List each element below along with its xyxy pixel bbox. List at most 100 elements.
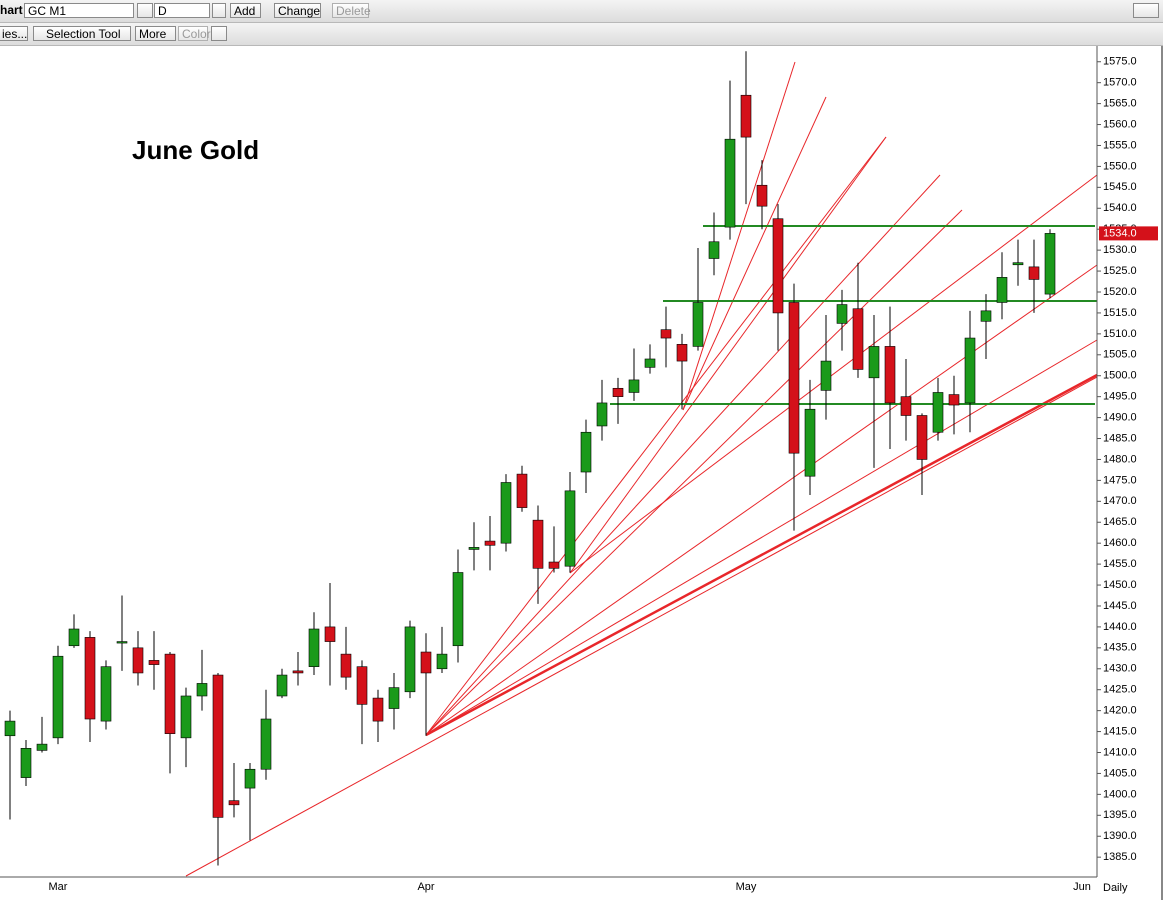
y-tick-label: 1530.0 [1103,244,1137,256]
color-button[interactable]: Color [178,26,211,41]
chart: June Gold Daily 1385.0 1390.0 1395.0 1400.0… [0,46,1163,900]
trendline [425,339,1098,736]
trendline [569,136,887,574]
candle-body [564,490,576,567]
candle-body [52,655,64,739]
candle-body [628,379,640,393]
trendline [425,209,963,736]
last-price-label: 1534.0 [1103,227,1137,239]
y-tick-label: 1550.0 [1103,160,1137,172]
play-button[interactable] [212,3,226,18]
y-tick-label: 1440.0 [1103,621,1137,633]
window-border [1161,46,1163,900]
search-button[interactable] [137,3,153,18]
y-tick-label: 1565.0 [1103,98,1137,110]
symbol-box[interactable]: GC M1 [24,3,134,18]
candle-body [404,626,416,693]
y-tick-label: 1415.0 [1103,725,1137,737]
candle-body [372,697,384,722]
y-tick-label: 1540.0 [1103,202,1137,214]
interval-box[interactable]: D [154,3,210,18]
candle-body [596,402,608,427]
trendline [425,264,1098,736]
candle-body [1028,266,1040,280]
crosshair-button[interactable] [211,26,227,41]
trendline [425,136,887,736]
y-tick-label: 1495.0 [1103,391,1137,403]
y-tick-label: 1405.0 [1103,767,1137,779]
y-tick-label: 1490.0 [1103,411,1137,423]
candle-body [932,392,944,433]
more-button[interactable]: More [135,26,176,41]
delete-button[interactable]: Delete [332,3,371,18]
y-tick-label: 1455.0 [1103,558,1137,570]
y-tick-label: 1560.0 [1103,118,1137,130]
candle-body [692,302,704,347]
last-price-box [1099,226,1158,241]
candle-body [212,674,224,818]
candle-body [452,572,464,647]
candle-body [820,360,832,391]
trendline [185,376,1098,877]
window-menu[interactable] [1133,3,1159,18]
candle-body [164,653,176,734]
y-tick-label: 1545.0 [1103,181,1137,193]
candle-body [980,310,992,322]
y-tick-label: 1480.0 [1103,453,1137,465]
candle-body [196,683,208,697]
candle-body [292,670,304,674]
candle-body [612,387,624,397]
candle-body [756,184,768,207]
y-tick-label: 1430.0 [1103,663,1137,675]
y-tick-label: 1500.0 [1103,370,1137,382]
candle-body [804,408,816,477]
candle-body [724,138,736,228]
candle-body [356,666,368,705]
candle-body [772,218,784,314]
y-tick-label: 1555.0 [1103,139,1137,151]
y-tick-label: 1465.0 [1103,516,1137,528]
add-button[interactable]: Add [230,3,261,18]
candle-body [132,647,144,674]
candle-body [180,695,192,739]
trendline [682,61,796,411]
candle-body [884,346,896,404]
candle-body [484,540,496,546]
candle-body [708,241,720,259]
y-tick-label: 1400.0 [1103,788,1137,800]
studies-button[interactable]: ies... [0,26,28,41]
change-button[interactable]: Change [274,3,321,18]
candle-body [516,473,528,508]
candle-body [868,346,880,379]
candle-body [388,687,400,709]
candle-body [852,308,864,370]
candle-body [580,431,592,473]
candle-body [996,277,1008,303]
y-tick-label: 1445.0 [1103,600,1137,612]
y-tick-label: 1450.0 [1103,579,1137,591]
candle-body [324,626,336,642]
candle-body [964,337,976,404]
trendline [425,174,941,736]
horizontal-lines [610,225,1097,405]
candle-body [20,748,32,778]
candle-body [532,519,544,569]
candle-body [900,396,912,416]
chart-title: June Gold [132,135,259,165]
y-tick-label: 1485.0 [1103,432,1137,444]
candle-body [788,302,800,454]
candle-body [244,768,256,789]
selection-tool-button[interactable]: Selection Tool [33,26,131,41]
toolbar: hart GC M1 D Add Change Delete [0,0,1163,23]
y-tick-label: 1505.0 [1103,349,1137,361]
y-tick-label: 1385.0 [1103,851,1137,863]
y-tick-label: 1520.0 [1103,286,1137,298]
candle-body [340,653,352,678]
candle-body [100,666,112,722]
y-tick-label: 1435.0 [1103,642,1137,654]
y-tick-label: 1515.0 [1103,307,1137,319]
candle-body [148,660,160,665]
trendlines [185,61,1098,877]
y-tick-label: 1525.0 [1103,265,1137,277]
